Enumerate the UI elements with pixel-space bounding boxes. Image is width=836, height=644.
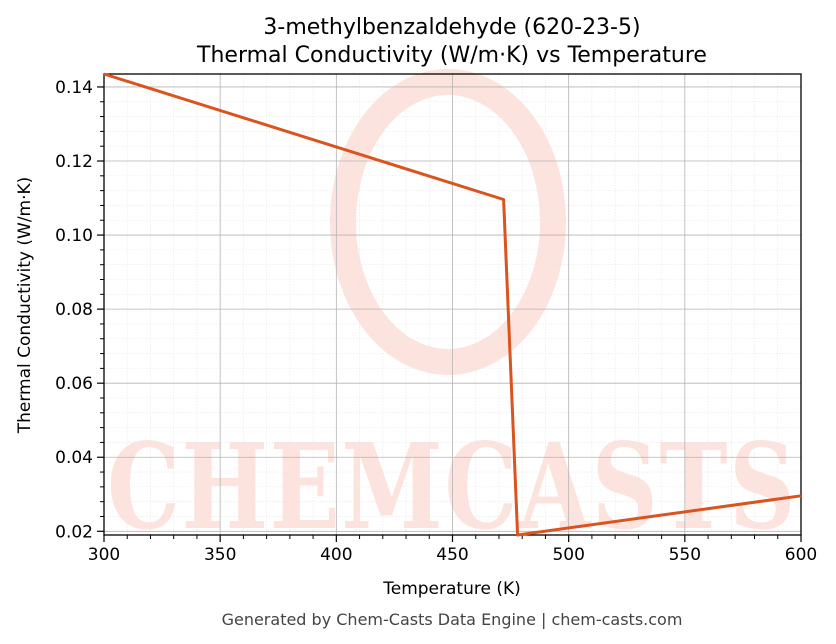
watermark-ring <box>330 69 566 375</box>
y-axis-label: Thermal Conductivity (W/m·K) <box>15 177 35 435</box>
x-tick-label: 400 <box>320 545 352 565</box>
x-tick-label: 300 <box>88 545 120 565</box>
x-tick-labels: 300 350 400 450 500 550 600 <box>88 545 817 565</box>
chart-subtitle: Thermal Conductivity (W/m·K) vs Temperat… <box>196 43 707 68</box>
series-line <box>103 72 802 537</box>
minor-ticks <box>100 101 779 539</box>
footer-credit: Generated by Chem-Casts Data Engine | ch… <box>222 610 683 629</box>
x-tick-label: 600 <box>785 545 817 565</box>
chart-title: 3-methylbenzaldehyde (620-23-5) <box>263 15 640 40</box>
y-tick-label: 0.08 <box>55 300 93 320</box>
watermark-text: CHEMCASTS <box>107 417 797 556</box>
y-tick-label: 0.12 <box>55 152 93 172</box>
y-tick-label: 0.04 <box>55 448 93 468</box>
y-tick-labels: 0.02 0.04 0.06 0.08 0.10 0.12 0.14 <box>55 78 93 542</box>
y-tick-label: 0.06 <box>55 374 93 394</box>
y-tick-label: 0.10 <box>55 226 93 246</box>
x-tick-label: 500 <box>552 545 584 565</box>
x-tick-label: 550 <box>669 545 701 565</box>
y-tick-label: 0.02 <box>55 522 93 542</box>
y-tick-label: 0.14 <box>55 78 93 98</box>
x-tick-label: 450 <box>436 545 468 565</box>
x-tick-label: 350 <box>204 545 236 565</box>
major-grid <box>103 74 802 535</box>
x-axis-label: Temperature (K) <box>382 579 521 599</box>
series-layer <box>103 72 802 537</box>
major-ticks <box>97 86 802 542</box>
chemcasts-watermark: CHEMCASTS <box>107 69 797 556</box>
